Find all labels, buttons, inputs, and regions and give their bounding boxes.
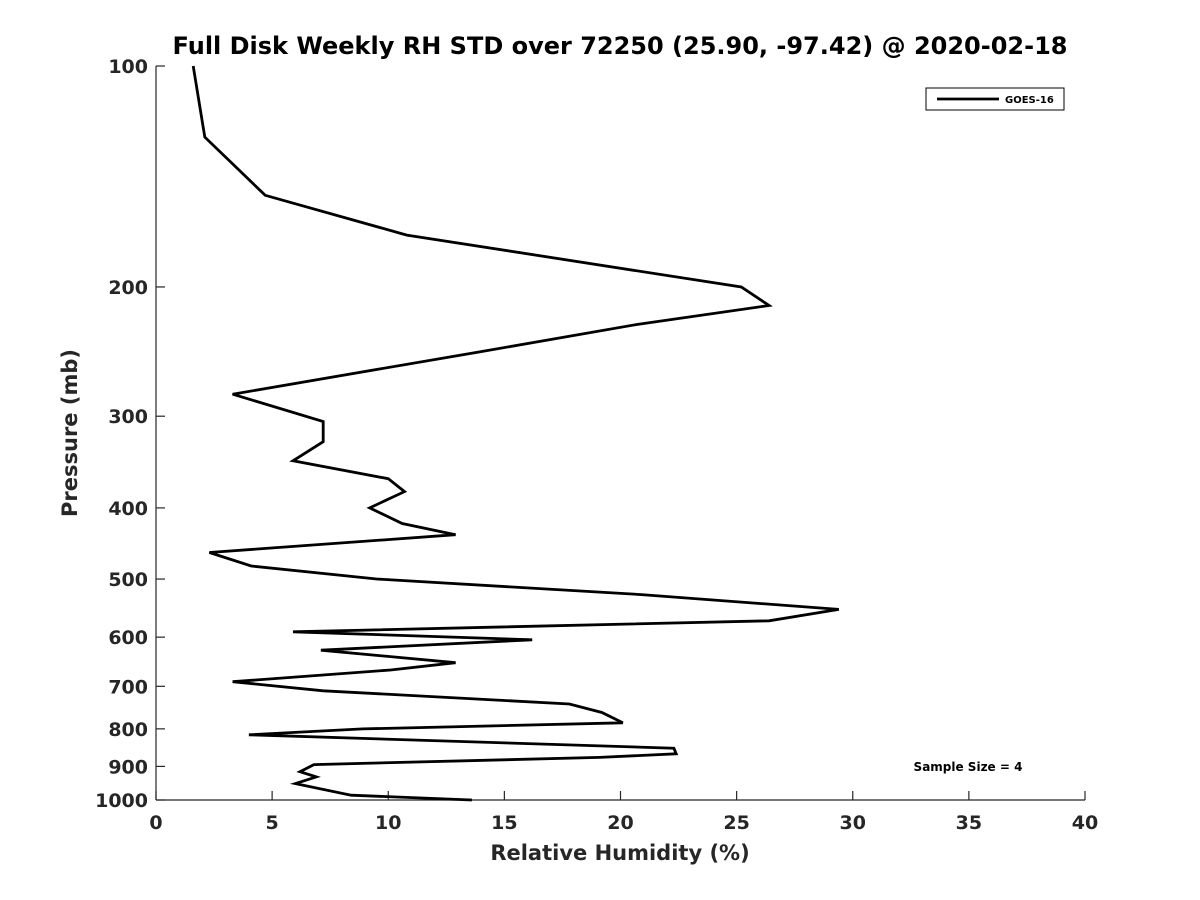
x-axis-label: Relative Humidity (%)	[490, 841, 749, 865]
legend-label-goes-16: GOES-16	[1005, 95, 1054, 106]
y-tick-label: 600	[108, 627, 148, 649]
x-tick-label: 35	[956, 812, 982, 834]
sample-size-annotation: Sample Size = 4	[914, 760, 1023, 774]
y-tick-label: 300	[108, 406, 148, 428]
y-tick-label: 800	[108, 719, 148, 741]
y-tick-label: 100	[108, 56, 148, 78]
x-tick-label: 40	[1072, 812, 1098, 834]
x-tick-label: 10	[375, 812, 401, 834]
series-line-goes-16	[191, 65, 840, 802]
y-axis-label: Pressure (mb)	[58, 349, 82, 517]
y-tick-label: 1000	[95, 790, 148, 812]
x-tick-label: 15	[491, 812, 517, 834]
y-ticks: 100 200 300 400 500 600 700 800 900 1000	[95, 56, 165, 812]
y-tick-label: 900	[108, 756, 148, 778]
plot-axes	[155, 66, 1085, 801]
x-tick-label: 5	[266, 812, 279, 834]
y-tick-label: 200	[108, 277, 148, 299]
x-tick-label: 30	[840, 812, 866, 834]
x-tick-label: 25	[723, 812, 749, 834]
legend: GOES-16	[925, 87, 1065, 111]
x-ticks: 0 5 10 15 20 25 30 35 40	[149, 791, 1098, 834]
y-tick-label: 700	[108, 676, 148, 698]
chart-title: Full Disk Weekly RH STD over 72250 (25.9…	[173, 32, 1068, 60]
x-tick-label: 0	[149, 812, 162, 834]
y-tick-label: 500	[108, 569, 148, 591]
x-tick-label: 20	[607, 812, 633, 834]
y-tick-label: 400	[108, 498, 148, 520]
